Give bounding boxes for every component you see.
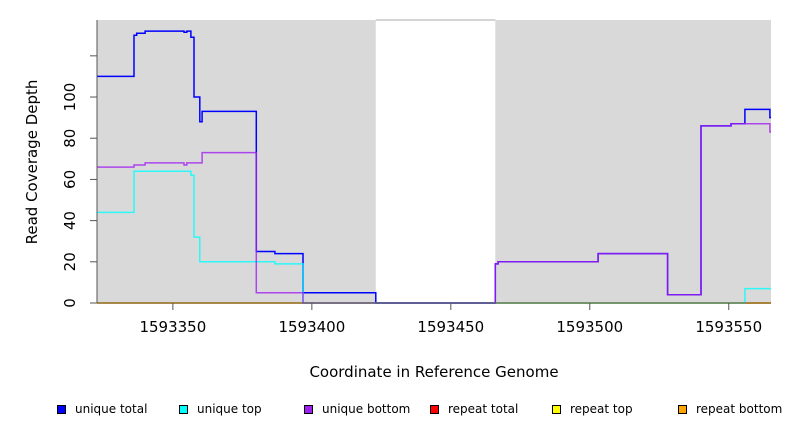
legend-label: repeat total [448, 402, 519, 416]
y-tick-label: 0 [61, 298, 79, 308]
y-tick-label: 60 [61, 170, 79, 189]
legend-swatch [57, 404, 66, 414]
y-tick-label: 100 [61, 83, 79, 112]
legend-swatch [430, 404, 439, 414]
legend-label: unique top [197, 402, 262, 416]
legend-item: unique top [179, 402, 262, 416]
legend-swatch [552, 404, 561, 414]
legend-item: unique total [57, 402, 147, 416]
legend-label: unique total [75, 402, 148, 416]
legend-item: repeat total [430, 402, 518, 416]
legend: unique total unique top unique bottom repea… [0, 402, 792, 416]
y-axis-label: Read Coverage Depth [23, 80, 41, 245]
legend-label: repeat bottom [696, 402, 783, 416]
legend-item: repeat bottom [678, 402, 782, 416]
legend-label: repeat top [570, 402, 633, 416]
no-data-region [375, 20, 496, 303]
chart-svg: 1593350 1593400 1593450 1593500 1593550 0 20 4… [23, 19, 771, 381]
y-tick-label: 80 [61, 129, 79, 148]
x-tick-label: 1593500 [556, 318, 623, 336]
x-tick-label: 1593550 [695, 318, 762, 336]
y-tick-label: 40 [61, 211, 79, 230]
legend-swatch [179, 404, 188, 414]
x-tick-label: 1593400 [278, 318, 345, 336]
legend-swatch [678, 404, 687, 414]
x-tick-label: 1593350 [139, 318, 206, 336]
x-tick-label: 1593450 [417, 318, 484, 336]
legend-item: unique bottom [304, 402, 410, 416]
legend-item: repeat top [552, 402, 633, 416]
x-axis-label: Coordinate in Reference Genome [309, 363, 558, 381]
legend-label: unique bottom [322, 402, 411, 416]
legend-swatch [304, 404, 313, 414]
y-tick-label: 20 [61, 252, 79, 271]
